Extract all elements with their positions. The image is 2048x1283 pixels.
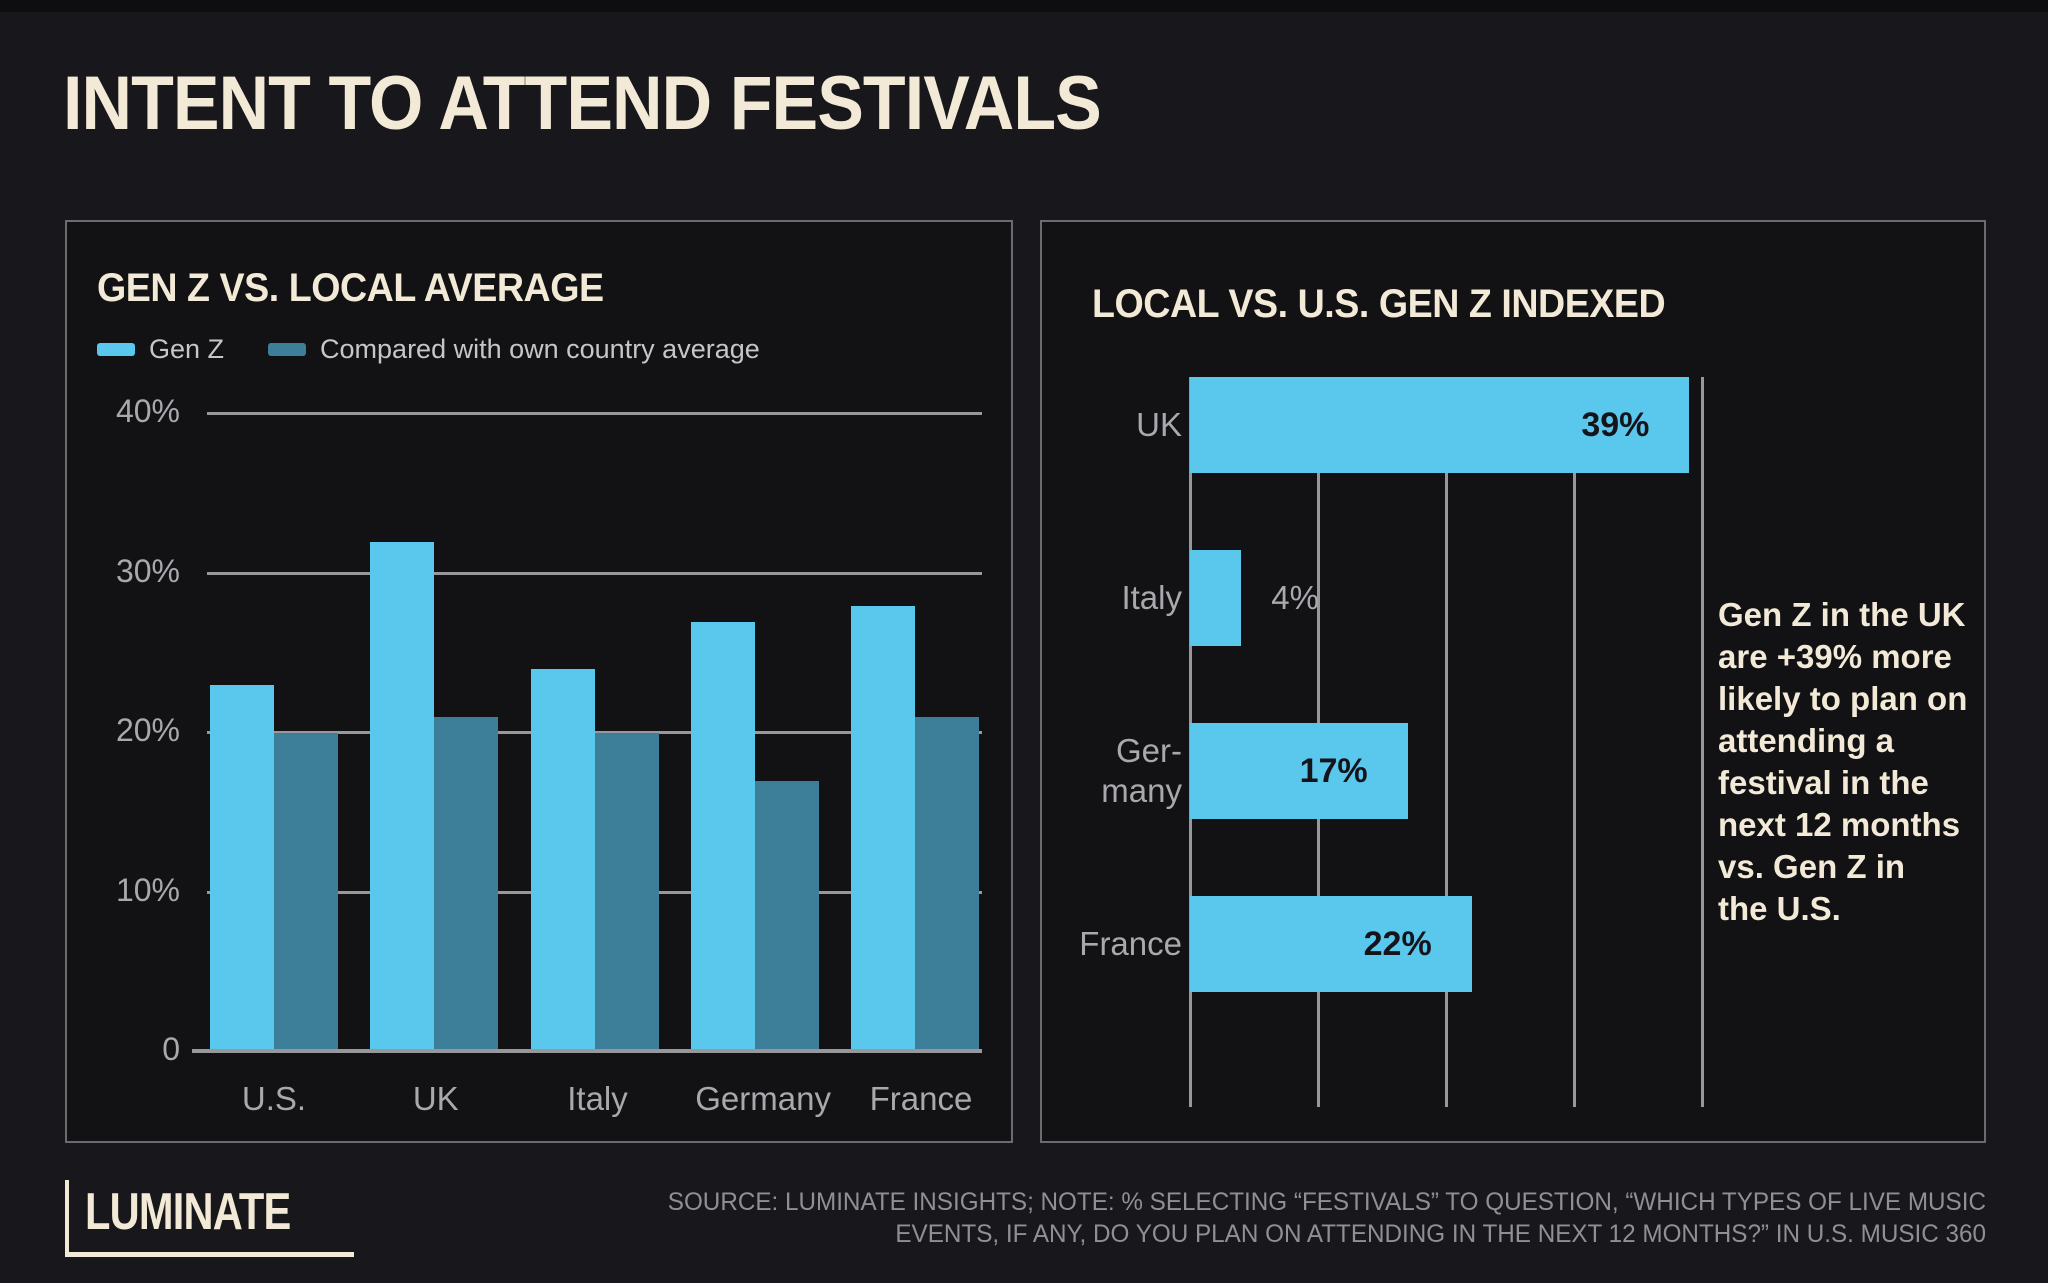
gridline-30 [1573, 377, 1577, 1107]
annotation-line: next 12 months [1718, 806, 1961, 843]
left-chart-title: GEN Z VS. LOCAL AVERAGE [97, 266, 604, 310]
country-label-uk: UK [1050, 405, 1182, 445]
genz-vs-local-plot-area: 40% 30% 20% 10% 0 [116, 392, 982, 1067]
y-tick-label-10: 10% [115, 871, 180, 908]
gridline-20 [207, 731, 982, 735]
annotation-line: likely to plan on [1718, 680, 1968, 717]
gridline-40 [1701, 377, 1705, 1107]
panel-genz-vs-local-average: GEN Z VS. LOCAL AVERAGE Gen Z Compared wi… [65, 220, 1013, 1143]
bar-track-uk: 39% [1190, 377, 1715, 473]
source-note: SOURCE: LUMINATE INSIGHTS; NOTE: % SELEC… [668, 1186, 1986, 1250]
annotation-line: Gen Z in the UK [1718, 596, 1966, 633]
row-italy: Italy 4% [1050, 550, 1715, 646]
bar-uk-gen-z [370, 541, 435, 1052]
right-chart-title: LOCAL VS. U.S. GEN Z INDEXED [1092, 282, 1666, 326]
top-edge-strip [0, 0, 2048, 12]
bar-group-italy [530, 669, 659, 1052]
bar-track-france: 22% [1190, 896, 1715, 992]
country-label-line: Ger- [1116, 732, 1182, 769]
bar-france-gen-z [851, 605, 915, 1052]
country-label-line: many [1101, 772, 1182, 809]
legend-item-gen-z: Gen Z [97, 334, 224, 365]
annotation-line: festival in the [1718, 764, 1929, 801]
annotation-line: attending a [1718, 722, 1895, 759]
bar-uk-compared-with-own-country-average [434, 717, 499, 1052]
x-label-u-s: U.S. [241, 1080, 307, 1117]
country-label-germany: Ger-many [1050, 731, 1182, 811]
left-chart-legend: Gen Z Compared with own country average [97, 334, 760, 365]
luminate-logo: LUMINATE [65, 1180, 354, 1257]
bar-value-label-italy: 4% [1271, 579, 1319, 616]
bar-france-compared-with-own-country-average [915, 717, 979, 1052]
country-label-line: UK [1136, 406, 1182, 443]
bar-group-uk [370, 541, 499, 1052]
bar-group-france [851, 605, 979, 1052]
legend-swatch-gen-z [97, 343, 135, 356]
gridline-20 [1445, 377, 1449, 1107]
row-uk: UK 39% [1050, 377, 1715, 473]
country-label-line: France [1079, 925, 1182, 962]
gridline-40 [207, 412, 982, 416]
source-note-line-1: SOURCE: LUMINATE INSIGHTS; NOTE: % SELEC… [667, 1188, 1986, 1216]
x-axis-line [192, 1049, 982, 1053]
bar-germany: 17% [1190, 723, 1408, 819]
bar-u-s-gen-z [210, 685, 274, 1052]
bar-france: 22% [1190, 896, 1472, 992]
bar-track-italy: 4% [1190, 550, 1715, 646]
bar-germany-gen-z [690, 621, 755, 1052]
legend-item-compared-with-own-country-average: Compared with own country average [268, 334, 760, 365]
bar-value-label-germany: 17% [1299, 751, 1368, 790]
bar-value-label-uk: 39% [1581, 405, 1650, 444]
country-label-italy: Italy [1050, 578, 1182, 618]
y-tick-label-20: 20% [115, 712, 180, 749]
annotation-callout: Gen Z in the UK are +39% more likely to pl… [1718, 594, 1998, 930]
annotation-line: the U.S. [1718, 890, 1841, 927]
bar-italy [1190, 550, 1242, 646]
gridline-30 [207, 571, 982, 575]
country-label-france: France [1050, 924, 1182, 964]
category-axis-labels: U.S. UK Italy Germany France [210, 1080, 985, 1118]
y-tick-label-30: 30% [115, 552, 180, 589]
legend-label: Gen Z [149, 334, 225, 364]
x-label-uk: UK [412, 1080, 459, 1117]
x-label-germany: Germany [695, 1080, 831, 1117]
row-france: France 22% [1050, 896, 1715, 992]
source-note-line-2: EVENTS, IF ANY, DO YOU PLAN ON ATTENDING… [895, 1220, 1986, 1248]
annotation-line: are +39% more [1718, 638, 1952, 675]
bar-u-s-compared-with-own-country-average [274, 733, 338, 1052]
page-title: INTENT TO ATTEND FESTIVALS [63, 61, 1102, 146]
y-tick-label-40: 40% [115, 393, 180, 430]
bar-track-germany: 17% [1190, 723, 1715, 819]
panel-local-vs-us-indexed: LOCAL VS. U.S. GEN Z INDEXED UK 39% Italy 4… [1040, 220, 1986, 1283]
bar-italy-compared-with-own-country-average [594, 733, 659, 1052]
bar-germany-compared-with-own-country-average [754, 781, 819, 1052]
bar-groups [210, 392, 979, 1052]
x-label-france: France [869, 1080, 973, 1117]
legend-label: Compared with own country average [320, 334, 760, 364]
bar-value-label-france: 22% [1363, 924, 1432, 963]
bar-group-u-s [210, 685, 338, 1052]
legend-swatch-compared-with-own-country-average [268, 343, 307, 356]
y-tick-label-0: 0 [162, 1031, 180, 1067]
bar-italy-gen-z [530, 669, 595, 1052]
annotation-line: vs. Gen Z in [1718, 848, 1906, 885]
country-label-line: Italy [1121, 579, 1182, 616]
x-label-italy: Italy [567, 1080, 628, 1117]
bar-uk: 39% [1190, 377, 1690, 473]
bar-group-germany [690, 621, 819, 1052]
luminate-logo-text: LUMINATE [85, 1183, 291, 1241]
row-germany: Ger-many 17% [1050, 723, 1715, 819]
